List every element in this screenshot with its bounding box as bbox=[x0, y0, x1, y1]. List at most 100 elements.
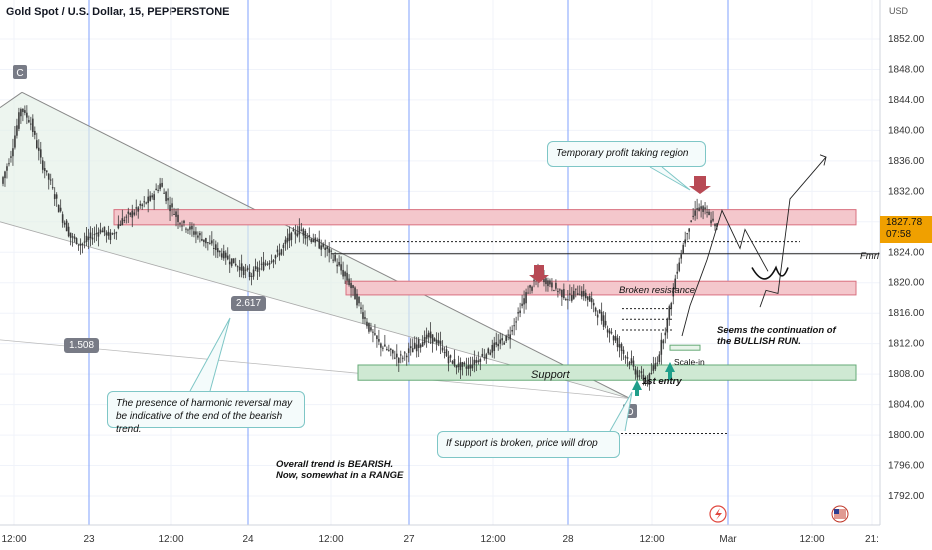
candle-body bbox=[14, 135, 16, 148]
time-tick-label: Mar bbox=[719, 534, 737, 545]
candle-body bbox=[425, 334, 428, 339]
candle-body bbox=[173, 214, 175, 216]
candle-body bbox=[155, 188, 157, 190]
candle-body bbox=[573, 290, 575, 299]
candle-body bbox=[270, 261, 273, 263]
time-tick-label: 12:00 bbox=[1, 534, 26, 545]
candle-body bbox=[445, 349, 448, 357]
candle-body bbox=[654, 363, 657, 370]
candle-body bbox=[376, 335, 378, 340]
candle-body bbox=[348, 278, 350, 285]
candle-body bbox=[622, 349, 625, 354]
candle-body bbox=[314, 237, 317, 243]
candle-body bbox=[680, 254, 683, 259]
candle-body bbox=[471, 364, 474, 369]
callout-pointer bbox=[649, 166, 691, 191]
candle-body bbox=[145, 202, 147, 204]
candle-body bbox=[324, 247, 326, 251]
candle-body bbox=[451, 361, 454, 364]
candle-body bbox=[457, 363, 460, 368]
time-tick-label: 12:00 bbox=[799, 534, 824, 545]
candle-body bbox=[580, 291, 583, 297]
candle-body bbox=[507, 334, 509, 336]
candle-body bbox=[429, 331, 432, 339]
candle-body bbox=[36, 140, 38, 149]
scale-in-label: Scale-in bbox=[674, 357, 705, 367]
candle-body bbox=[533, 279, 535, 281]
candle-body bbox=[632, 360, 635, 367]
candle-body bbox=[517, 312, 519, 314]
candle-body bbox=[209, 242, 211, 244]
candle-body bbox=[69, 232, 72, 238]
sell-arrow-icon bbox=[689, 176, 711, 194]
candle-body bbox=[479, 359, 482, 362]
candle-body bbox=[226, 255, 229, 260]
candle-body bbox=[67, 226, 70, 237]
candle-body bbox=[455, 365, 458, 368]
candle-body bbox=[205, 238, 207, 244]
candle-body bbox=[610, 332, 613, 334]
candle-body bbox=[354, 287, 356, 300]
candle-body bbox=[195, 231, 197, 235]
candle-body bbox=[501, 338, 504, 341]
entry-markers bbox=[529, 176, 711, 396]
time-tick-label: 12:00 bbox=[158, 534, 183, 545]
candle-body bbox=[43, 168, 46, 171]
candle-body bbox=[662, 340, 665, 344]
candle-body bbox=[344, 271, 346, 277]
price-tick-label: 1844.00 bbox=[888, 95, 925, 106]
candle-body bbox=[236, 266, 239, 268]
candle-body bbox=[22, 108, 24, 112]
profit-callout: Temporary profit taking region bbox=[547, 141, 706, 167]
candle-body bbox=[483, 357, 486, 359]
callout-pointer bbox=[189, 317, 231, 392]
candle-body bbox=[328, 248, 330, 253]
candle-body bbox=[121, 218, 124, 226]
candle-body bbox=[127, 211, 130, 214]
last-price-tag: 1827.78 07:58 bbox=[880, 216, 932, 243]
candle-body bbox=[141, 204, 144, 207]
candle-body bbox=[222, 250, 225, 259]
candle-body bbox=[189, 226, 191, 230]
candle-body bbox=[682, 244, 684, 255]
candle-body bbox=[334, 255, 336, 261]
candle-body bbox=[262, 261, 265, 271]
candle-body bbox=[157, 189, 159, 191]
price-tick-label: 1800.00 bbox=[888, 430, 925, 441]
candle-body bbox=[224, 252, 227, 258]
candle-body bbox=[95, 232, 98, 234]
candle-body bbox=[276, 249, 279, 253]
candle-body bbox=[199, 232, 201, 236]
candle-body bbox=[531, 286, 533, 291]
candle-body bbox=[143, 201, 146, 203]
candle-body bbox=[698, 207, 700, 211]
candle-body bbox=[437, 340, 440, 344]
fib-ratio-badge: 1.508 bbox=[64, 338, 100, 353]
candle-body bbox=[282, 244, 285, 248]
candle-body bbox=[181, 225, 183, 227]
candle-body bbox=[360, 307, 362, 310]
candle-body bbox=[187, 229, 189, 231]
candle-body bbox=[553, 290, 555, 292]
candle-body bbox=[171, 203, 173, 208]
lightning-icon-glyph bbox=[715, 508, 722, 520]
candle-body bbox=[169, 205, 171, 212]
candle-body bbox=[594, 307, 597, 312]
candle-body bbox=[103, 226, 106, 233]
session-lines bbox=[88, 0, 729, 525]
candle-body bbox=[12, 148, 14, 157]
candle-body bbox=[79, 243, 82, 246]
price-tick-label: 1832.00 bbox=[888, 186, 925, 197]
candle-body bbox=[260, 263, 263, 265]
candle-body bbox=[384, 344, 386, 347]
candle-body bbox=[411, 348, 414, 353]
candle-body bbox=[10, 156, 12, 158]
fmrl-label: Fmrl bbox=[860, 251, 880, 262]
candle-body bbox=[362, 312, 364, 319]
candle-body bbox=[592, 302, 595, 306]
pattern-leg bbox=[0, 91, 23, 108]
candle-body bbox=[561, 289, 563, 298]
candle-body bbox=[207, 242, 209, 244]
candle-body bbox=[213, 247, 215, 249]
